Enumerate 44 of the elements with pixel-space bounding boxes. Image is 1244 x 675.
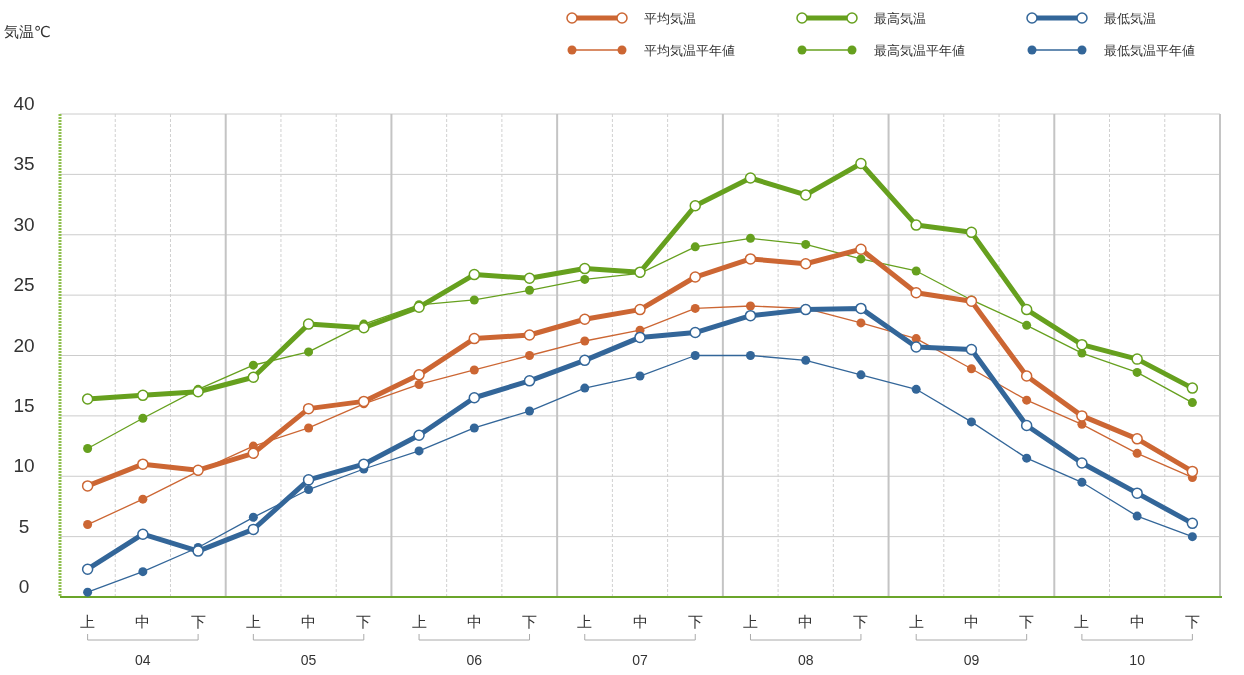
y-tick-label: 25 bbox=[13, 274, 35, 296]
legend-label: 平均気温 bbox=[644, 11, 696, 26]
x-tick-label: 下 bbox=[190, 613, 206, 630]
legend-label: 最低気温平年値 bbox=[1104, 43, 1195, 58]
y-tick-label: 10 bbox=[13, 455, 35, 477]
x-tick-label: 下 bbox=[853, 613, 869, 630]
x-tick-label: 上 bbox=[411, 613, 427, 630]
x-tick-label: 中 bbox=[301, 613, 317, 630]
x-tick-label: 下 bbox=[687, 613, 703, 630]
x-tick-label: 中 bbox=[135, 613, 151, 630]
legend-label: 最高気温平年値 bbox=[874, 43, 965, 58]
text: 10 bbox=[1129, 652, 1146, 668]
x-tick-label: 上 bbox=[245, 613, 261, 630]
y-tick-label: 0 bbox=[18, 576, 30, 597]
x-tick-label: 上 bbox=[1074, 613, 1090, 630]
x-tick-label: 下 bbox=[522, 613, 538, 630]
x-tick-label: 中 bbox=[798, 613, 814, 630]
x-tick-label: 下 bbox=[356, 613, 372, 630]
x-tick-label: 上 bbox=[577, 613, 593, 630]
x-tick-label: 下 bbox=[1184, 613, 1200, 630]
text: 07 bbox=[632, 652, 648, 668]
y-tick-label: 35 bbox=[13, 153, 35, 175]
y-axis-title: 気温℃ bbox=[4, 23, 51, 40]
text: 06 bbox=[466, 652, 483, 668]
text: 08 bbox=[797, 652, 814, 668]
x-tick-label: 上 bbox=[80, 613, 96, 630]
text: 04 bbox=[135, 652, 151, 668]
text: 05 bbox=[300, 652, 317, 668]
y-tick-label: 15 bbox=[13, 394, 35, 416]
x-tick-label: 上 bbox=[742, 613, 758, 630]
y-tick-label: 5 bbox=[18, 515, 30, 537]
y-tick-label: 30 bbox=[13, 213, 35, 235]
legend-label: 平均気温平年値 bbox=[644, 43, 735, 58]
x-tick-label: 中 bbox=[963, 613, 979, 630]
x-tick-label: 中 bbox=[632, 613, 648, 630]
y-tick-label: 20 bbox=[13, 334, 35, 356]
x-tick-label: 下 bbox=[1019, 613, 1035, 630]
text: 09 bbox=[963, 652, 980, 668]
y-tick-label: 40 bbox=[13, 93, 35, 114]
x-tick-label: 中 bbox=[466, 613, 482, 630]
x-tick-label: 上 bbox=[908, 613, 924, 630]
legend-label: 最低気温 bbox=[1104, 11, 1156, 26]
x-tick-label: 中 bbox=[1129, 613, 1145, 630]
legend-label: 最高気温 bbox=[874, 11, 926, 26]
